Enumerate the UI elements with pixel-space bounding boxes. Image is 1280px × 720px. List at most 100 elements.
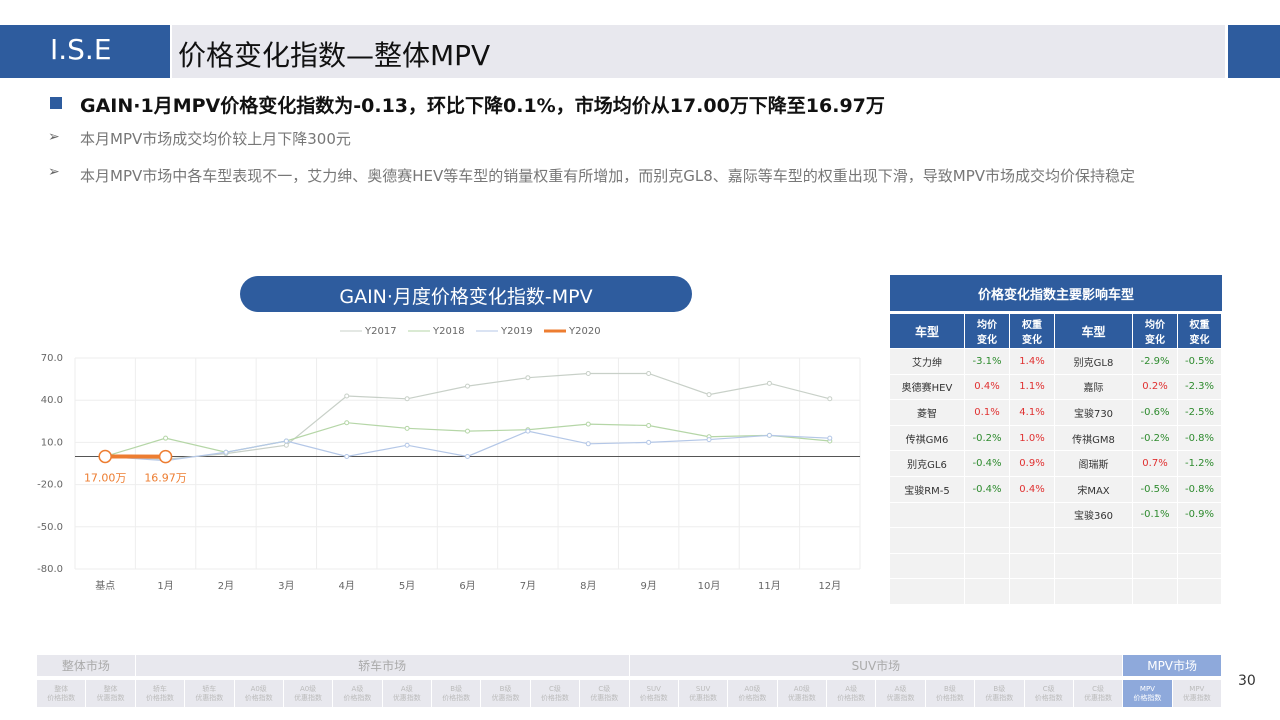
nav-text: 优惠指数: [491, 693, 520, 702]
nav-cell[interactable]: A级 价格指数: [333, 680, 383, 708]
nav-cell[interactable]: A0级 价格指数: [728, 680, 778, 708]
sub-bullet: 本月MPV市场中各车型表现不一，艾力绅、奥德赛HEV等车型的销量权重有所增加，而…: [80, 167, 1136, 185]
point: [283, 442, 289, 448]
nav-cell[interactable]: A级 优惠指数: [382, 680, 432, 708]
nav-cell[interactable]: 整体 价格指数: [37, 680, 87, 708]
y-tick-label: -20.0: [37, 480, 63, 491]
table-cell: [1133, 528, 1178, 554]
nav-text: 价格指数: [343, 693, 372, 702]
nav-text: 价格指数: [837, 693, 866, 702]
nav-cell[interactable]: A级 优惠指数: [876, 680, 926, 708]
point: [766, 380, 772, 386]
table-cell: 0.7%: [1133, 451, 1178, 477]
nav-cell[interactable]: SUV 价格指数: [629, 680, 679, 708]
page-number: 30: [1238, 673, 1256, 689]
table-cell: 宝骏730: [1055, 400, 1133, 426]
table-cell: [890, 502, 965, 529]
nav-group: SUV市场: [629, 655, 1124, 677]
table-cell: 传祺GM8: [1055, 425, 1133, 452]
table-cell: -2.3%: [1178, 374, 1222, 401]
point: [585, 441, 591, 447]
nav-text: 价格指数: [244, 693, 273, 702]
nav-cell[interactable]: C级 优惠指数: [1073, 680, 1124, 708]
nav-text: A0级: [793, 684, 810, 693]
point: [646, 439, 652, 445]
table-title: 价格变化指数主要影响车型: [890, 275, 1223, 312]
table-cell: [1010, 528, 1055, 554]
x-tick-label: 10月: [698, 580, 721, 592]
nav-text: 价格指数: [145, 693, 174, 702]
nav-text: 价格指数: [639, 693, 668, 702]
nav-cell[interactable]: B级 优惠指数: [481, 680, 531, 708]
nav-cell[interactable]: SUV 优惠指数: [678, 680, 729, 708]
nav-group: 整体市场: [37, 655, 136, 677]
x-tick-label: 2月: [218, 580, 234, 592]
x-tick-label: 8月: [580, 580, 596, 592]
point: [465, 453, 470, 459]
nav-cell[interactable]: MPV 价格指数: [1123, 680, 1173, 708]
legend-label: Y2019: [500, 326, 533, 337]
nav-cell[interactable]: 轿车 优惠指数: [185, 680, 235, 708]
nav-text: 优惠指数: [886, 693, 915, 702]
right-block: [1228, 25, 1280, 78]
series-line: [105, 422, 830, 458]
table-cell: -0.1%: [1133, 502, 1178, 529]
point: [404, 442, 410, 448]
nav-cell[interactable]: MPV 优惠指数: [1172, 680, 1222, 708]
nav-cell[interactable]: C级 价格指数: [530, 680, 581, 708]
nav-group: MPV市场: [1123, 655, 1222, 677]
table-cell: -0.4%: [965, 477, 1010, 503]
x-tick-label: 6月: [459, 580, 475, 592]
nav-cell[interactable]: C级 价格指数: [1024, 680, 1074, 708]
table-cell: -1.2%: [1178, 451, 1222, 477]
nav-text: C级: [598, 684, 611, 693]
nav-cell[interactable]: A0级 优惠指数: [283, 680, 334, 708]
table-cell: 1.0%: [1010, 425, 1055, 452]
y-tick-label: 10.0: [41, 437, 63, 448]
legend-label: Y2017: [364, 326, 397, 337]
nav-text: B级: [944, 684, 956, 693]
table-cell: [965, 502, 1010, 529]
table-cell: [1055, 579, 1133, 605]
nav-text: MPV: [1139, 684, 1155, 693]
nav-cell[interactable]: 整体 优惠指数: [86, 680, 136, 708]
x-tick-label: 11月: [758, 580, 781, 592]
nav-text: 轿车: [202, 684, 217, 693]
nav-cell[interactable]: B级 价格指数: [432, 680, 482, 708]
nav-text: 轿车: [152, 684, 167, 693]
point: [223, 449, 229, 455]
nav-text: C级: [1042, 684, 1055, 693]
table-cell: [1178, 553, 1222, 580]
bullet-square: [50, 97, 62, 109]
table-cell: 宋MAX: [1055, 477, 1133, 503]
nav-cell[interactable]: B级 价格指数: [925, 680, 976, 708]
table-cell: -0.2%: [1133, 425, 1178, 452]
table-cell: [890, 553, 965, 580]
table-cell: [1055, 553, 1133, 580]
nav-text: 价格指数: [540, 693, 569, 702]
nav-cell[interactable]: A0级 优惠指数: [777, 680, 827, 708]
annotation: 16.97万: [144, 472, 187, 485]
nav-text: 价格指数: [47, 693, 76, 702]
x-tick-label: 12月: [818, 580, 841, 592]
nav-text: A级: [351, 684, 364, 693]
nav-cell[interactable]: A0级 价格指数: [234, 680, 284, 708]
title-bar: [172, 25, 1225, 78]
y-tick-label: -80.0: [37, 564, 63, 575]
nav-cell[interactable]: C级 优惠指数: [580, 680, 630, 708]
logo-block: [0, 25, 170, 78]
legend-label: Y2018: [432, 326, 465, 337]
nav-cell[interactable]: B级 优惠指数: [975, 680, 1025, 708]
nav-cell[interactable]: A级 价格指数: [827, 680, 877, 708]
chart: 70.0 40.0 10.0 -20.0 -50.0 -80.0 基点 1月 2月 3月 4月 5月 6…: [37, 326, 861, 592]
nav-text: B级: [499, 684, 512, 693]
nav-cell[interactable]: 轿车 价格指数: [135, 680, 186, 708]
table-cell: 菱智: [890, 400, 965, 426]
table-cell: [1178, 579, 1222, 605]
table-cell: 别克GL8: [1055, 349, 1133, 375]
arrow: ➢: [48, 164, 60, 180]
page-title: 价格变化指数—整体MPV: [178, 39, 491, 72]
nav-text: 优惠指数: [787, 693, 816, 702]
table-cell: -2.5%: [1178, 400, 1222, 426]
table-cell: -0.5%: [1133, 477, 1178, 503]
